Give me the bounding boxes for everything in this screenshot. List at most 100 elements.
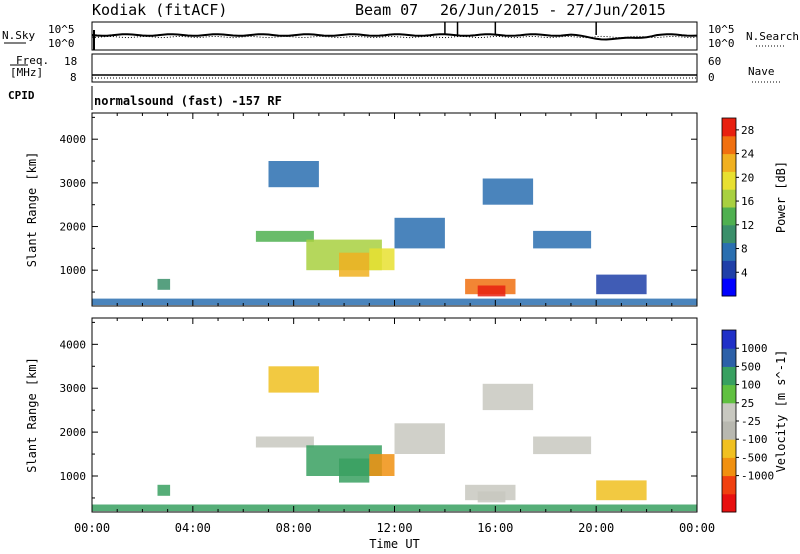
velocity-colorbar-segment xyxy=(722,421,736,440)
power-colorbar-segment xyxy=(722,189,736,208)
velocity-ylabel: Slant Range [km] xyxy=(25,357,39,473)
velocity-colorbar-tick-label: 1000 xyxy=(741,342,768,355)
velocity-colorbar-segment xyxy=(722,330,736,349)
xtick-label: 12:00 xyxy=(376,521,412,535)
velocity-colorbar-segment xyxy=(722,366,736,386)
power-colorbar-tick-label: 28 xyxy=(741,124,754,137)
velocity-echo-region xyxy=(369,454,395,476)
power-echo-region xyxy=(369,248,395,271)
velocity-echo-region xyxy=(268,366,319,393)
power-ytick-label: 2000 xyxy=(60,221,87,234)
power-ytick-label: 4000 xyxy=(60,133,87,146)
xtick-label: 04:00 xyxy=(175,521,211,535)
power-colorbar-tick-label: 20 xyxy=(741,171,754,184)
velocity-ytick-label: 3000 xyxy=(60,382,87,395)
freq-unit-label: [MHz] xyxy=(10,66,44,79)
velocity-colorbar-segment xyxy=(722,384,736,404)
velocity-colorbar-segment xyxy=(722,493,736,513)
velocity-colorbar-segment xyxy=(722,475,736,495)
nave-tick-low: 0 xyxy=(708,71,715,84)
power-colorbar-tick-label: 16 xyxy=(741,195,754,208)
velocity-ytick-label: 1000 xyxy=(60,470,87,483)
xtick-label: 00:00 xyxy=(679,521,715,535)
power-echo-region xyxy=(482,178,534,205)
power-echo-region xyxy=(394,217,445,249)
velocity-echo-region xyxy=(339,458,370,483)
power-colorbar-segment xyxy=(722,118,736,137)
power-colorbar-tick-label: 12 xyxy=(741,219,754,232)
power-echo-region xyxy=(533,230,592,249)
velocity-echo-region xyxy=(477,491,506,503)
velocity-echo-region xyxy=(157,484,171,496)
velocity-panel: 1000 2000 3000 4000 Slant Range [km] 1000 500 1… xyxy=(25,317,788,551)
freq-tick-high: 18 xyxy=(64,55,78,68)
power-colorbar-segment xyxy=(722,207,736,226)
freq-tick-low: 8 xyxy=(70,71,77,84)
velocity-echo-region xyxy=(596,480,647,501)
velocity-ytick-label: 4000 xyxy=(60,338,87,351)
noise-search-tick-low: 10^0 xyxy=(708,37,735,50)
velocity-colorbar-tick-label: -500 xyxy=(741,451,768,464)
xtick-label: 16:00 xyxy=(477,521,513,535)
power-colorbar-segment xyxy=(722,224,736,244)
noise-search-tick-high: 10^5 xyxy=(708,23,735,36)
xtick-label: 20:00 xyxy=(578,521,614,535)
station-title: Kodiak (fitACF) xyxy=(92,1,228,19)
power-ytick-label: 3000 xyxy=(60,177,87,190)
power-colorbar-segment xyxy=(722,153,736,172)
xaxis-label: Time UT xyxy=(369,537,420,551)
power-echo-region xyxy=(268,161,319,188)
noise-sky-trace xyxy=(91,33,698,41)
nave-tick-high: 60 xyxy=(708,55,722,68)
power-echo-region xyxy=(477,285,506,297)
velocity-echo-region xyxy=(482,383,534,411)
noise-sky-tick-low: 10^0 xyxy=(48,37,75,50)
power-echo-region xyxy=(596,274,647,295)
velocity-echo-region xyxy=(255,436,314,448)
noise-sky-label: N.Sky xyxy=(2,29,36,42)
power-ylabel: Slant Range [km] xyxy=(25,152,39,268)
power-colorbar-tick-label: 24 xyxy=(741,148,755,161)
noise-sky-tick-high: 10^5 xyxy=(48,23,75,36)
power-colorbar-segment xyxy=(722,171,736,190)
freq-label: Freq. xyxy=(16,54,50,67)
xtick-label: 08:00 xyxy=(276,521,312,535)
beam-label: Beam 07 xyxy=(355,1,419,19)
power-echo-region xyxy=(339,252,370,277)
nave-label: Nave xyxy=(748,65,775,78)
noise-search-label: N.Search xyxy=(746,30,799,43)
cpid-label: CPID xyxy=(8,89,35,102)
velocity-ytick-label: 2000 xyxy=(60,426,87,439)
power-colorbar-label: Power [dB] xyxy=(774,161,788,233)
power-panel: 1000 2000 3000 4000 Slant Range [km] 28 24 20 16… xyxy=(25,112,788,307)
power-colorbar-segment xyxy=(722,242,736,261)
xtick-label: 00:00 xyxy=(74,521,110,535)
velocity-colorbar-segment xyxy=(722,402,736,422)
velocity-colorbar-tick-label: 25 xyxy=(741,397,754,410)
velocity-colorbar-tick-label: -25 xyxy=(741,415,761,428)
velocity-colorbar-tick-label: 100 xyxy=(741,379,761,392)
power-colorbar-tick-label: 8 xyxy=(741,243,748,256)
velocity-colorbar-segment xyxy=(722,457,736,477)
velocity-echo-region xyxy=(394,423,445,454)
power-echo-region xyxy=(157,278,171,290)
power-colorbar-segment xyxy=(722,278,736,297)
power-colorbar-segment xyxy=(722,260,736,279)
velocity-colorbar-tick-label: 500 xyxy=(741,360,761,373)
noise-search-trace xyxy=(91,35,698,39)
cpid-text: normalsound (fast) -157 RF xyxy=(94,94,282,108)
velocity-echo-region xyxy=(533,436,592,455)
date-range: 26/Jun/2015 - 27/Jun/2015 xyxy=(440,1,666,19)
power-ytick-label: 1000 xyxy=(60,264,87,277)
power-colorbar-segment xyxy=(722,135,736,155)
power-colorbar-frame xyxy=(721,117,737,297)
velocity-colorbar-segment xyxy=(722,439,736,458)
velocity-colorbar-segment xyxy=(722,348,736,367)
velocity-colorbar-tick-label: -100 xyxy=(741,433,768,446)
freq-panel-frame xyxy=(91,53,698,83)
power-echo-region xyxy=(255,230,314,242)
velocity-colorbar-tick-label: -1000 xyxy=(741,470,774,483)
velocity-colorbar-label: Velocity [m s^-1] xyxy=(774,350,788,473)
power-colorbar-tick-label: 4 xyxy=(741,266,748,279)
